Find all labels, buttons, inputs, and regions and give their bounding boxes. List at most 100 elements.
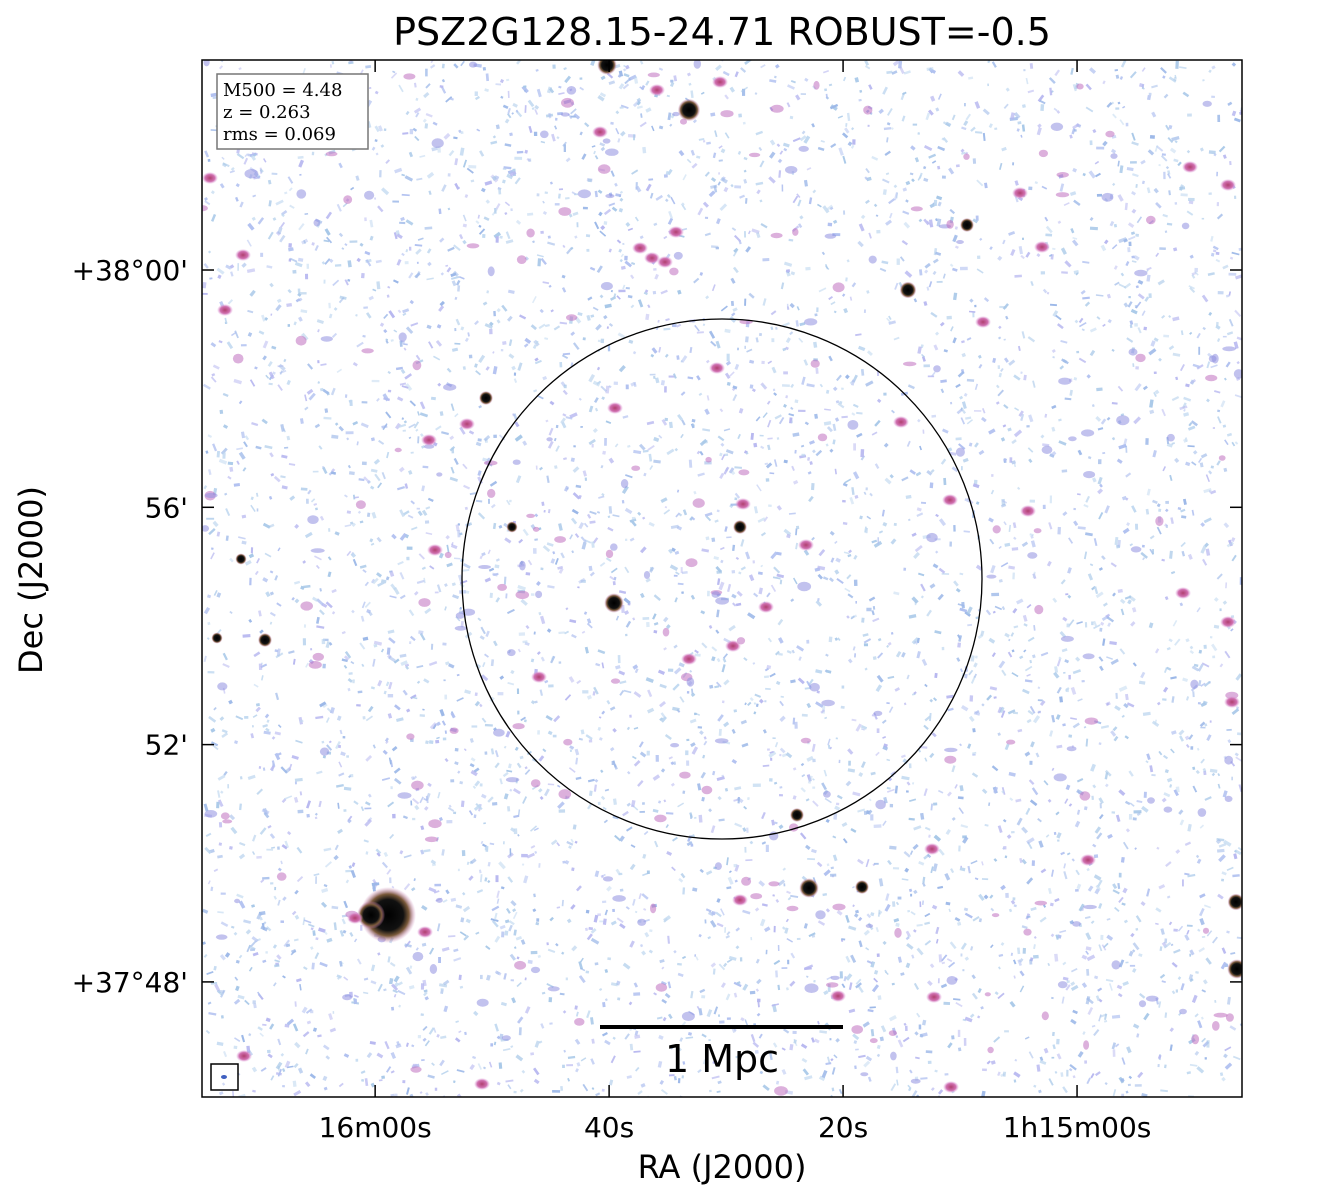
noise-speck [877,995,882,1001]
noise-speck [394,1093,398,1097]
noise-speck [308,392,316,401]
noise-speck [260,252,264,257]
noise-speck [1024,1036,1030,1040]
noise-speck [621,500,625,504]
noise-speck [923,364,930,368]
noise-speck [1159,973,1166,979]
noise-speck [434,591,439,594]
noise-speck [972,728,976,733]
noise-speck [558,631,565,635]
noise-speck [536,193,540,197]
noise-speck [210,547,214,550]
noise-speck [312,470,319,473]
noise-speck [585,909,590,914]
noise-speck [964,956,970,961]
noise-speck [703,140,706,143]
noise-speck [601,662,605,669]
noise-speck [396,396,404,402]
noise-speck [271,172,278,175]
noise-speck [1143,326,1148,331]
noise-speck [453,136,458,140]
noise-speck [597,913,601,916]
noise-speck [925,1050,933,1054]
noise-speck [1057,526,1061,535]
noise-speck [716,570,723,574]
noise-speck [1127,1083,1131,1087]
noise-speck [1023,623,1028,627]
noise-speck [1081,982,1088,988]
noise-speck [310,927,314,931]
noise-speck [534,104,540,110]
noise-speck [599,230,607,237]
noise-speck [769,139,776,146]
noise-speck [536,918,540,922]
noise-speck [493,231,502,239]
noise-speck [391,1006,395,1011]
noise-speck [321,639,326,645]
noise-speck [998,579,1003,583]
noise-speck [450,897,457,902]
noise-speck [409,965,413,969]
noise-speck [1159,247,1166,251]
noise-speck [755,130,763,136]
noise-speck [686,691,690,694]
noise-speck [653,621,659,626]
noise-speck [461,850,466,857]
noise-speck [558,661,562,664]
noise-speck [482,662,486,668]
noise-speck [573,445,576,448]
noise-speck [631,516,636,521]
noise-speck [896,258,900,265]
noise-speck [961,352,966,358]
noise-speck [957,642,962,648]
noise-speck [332,1011,335,1014]
noise-speck [344,524,352,528]
noise-speck [864,60,870,66]
noise-speck [967,743,972,749]
noise-speck [677,1078,681,1084]
noise-speck [407,514,414,519]
noise-speck [559,362,563,368]
noise-speck [1051,714,1056,723]
noise-speck [903,567,907,571]
noise-speck [302,638,307,646]
noise-speck [345,431,354,435]
noise-speck [974,710,980,715]
noise-speck [498,188,502,195]
noise-speck [797,223,803,229]
noise-speck [1026,425,1030,428]
noise-speck [479,783,483,787]
noise-speck [582,470,587,477]
noise-speck [734,497,738,501]
noise-speck [1096,146,1105,150]
noise-speck [927,1060,932,1064]
noise-speck [447,173,451,177]
noise-speck [585,734,593,740]
noise-speck [485,199,491,204]
noise-speck [812,758,816,763]
noise-speck [487,879,491,884]
noise-speck [778,416,785,425]
noise-speck [390,786,393,790]
noise-speck [1148,293,1152,299]
noise-speck [266,265,273,269]
noise-speck [1078,903,1085,912]
noise-speck [991,652,996,658]
noise-speck [886,122,891,126]
noise-speck [971,772,979,778]
noise-speck [1190,746,1194,750]
noise-speck [315,876,317,884]
noise-speck [768,750,777,758]
noise-speck [1159,946,1163,952]
noise-speck [420,983,425,990]
noise-speck [993,1036,1001,1043]
noise-speck [498,524,503,529]
noise-speck [923,145,933,151]
noise-speck [753,442,758,448]
noise-speck [504,118,510,124]
noise-speck [1222,424,1227,428]
noise-speck [880,1025,887,1033]
noise-speck [228,699,233,705]
noise-speck [1168,315,1172,319]
noise-speck [1156,526,1162,535]
